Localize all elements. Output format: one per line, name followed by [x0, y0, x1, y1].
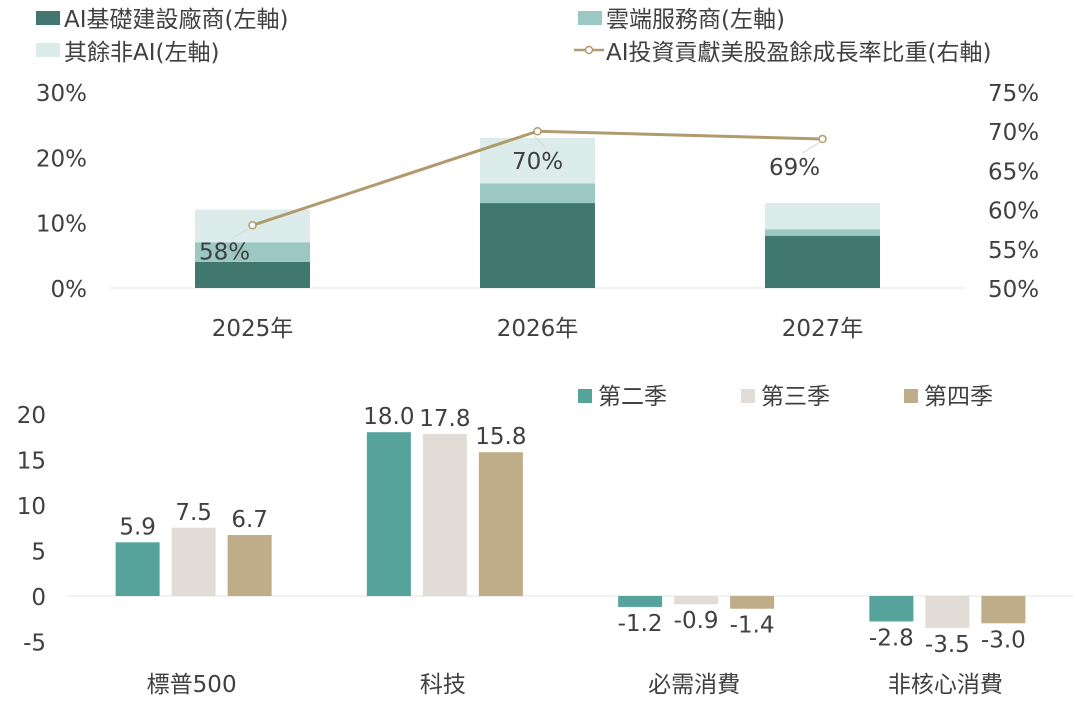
legend-label-q3: 第三季 — [761, 384, 830, 410]
bottom-bar-s2 — [227, 535, 272, 596]
top-bar-segment-s0 — [765, 235, 880, 288]
bottom-bar-s0 — [115, 542, 160, 596]
top-category-label: 2027年 — [782, 316, 864, 342]
top-left-tick-label: 20% — [36, 146, 87, 172]
bottom-tick-label: 10 — [17, 494, 46, 520]
bottom-bar-s0 — [869, 596, 914, 622]
top-right-tick-label: 60% — [988, 199, 1039, 225]
legend-swatch-q4 — [904, 389, 918, 403]
top-bar-segment-s2 — [765, 203, 880, 230]
top-category-label: 2026年 — [497, 316, 579, 342]
top-bar-segment-s1 — [765, 229, 880, 236]
bottom-bar-s0 — [366, 432, 411, 596]
top-data-label: 69% — [769, 155, 820, 181]
top-left-tick-label: 10% — [36, 212, 87, 238]
legend-swatch-q3 — [741, 389, 755, 403]
bottom-data-label: 18.0 — [363, 404, 414, 430]
bottom-bar-s1 — [674, 596, 719, 605]
bottom-tick-label: 0 — [31, 585, 46, 611]
top-right-tick-label: 75% — [988, 81, 1039, 107]
bottom-bar-s2 — [478, 452, 523, 596]
bottom-bar-s2 — [981, 596, 1026, 624]
top-bar-segment-s1 — [195, 242, 310, 262]
legend-label-q4: 第四季 — [924, 384, 993, 410]
top-category-label: 2025年 — [212, 316, 294, 342]
top-plot: 0% 10% 20% 30% 50% 55% 60% 65% 70% 75% 2025年 2026年 2… — [36, 81, 1039, 342]
bottom-tick-label: -5 — [23, 631, 46, 657]
legend-swatch-cloud — [578, 11, 602, 25]
top-legend: AI基礎建設廠商(左軸) 雲端服務商(左軸) 其餘非AI(左軸) AI投資貢獻美… — [36, 7, 991, 66]
top-right-tick-label: 55% — [988, 238, 1039, 264]
legend-label-cloud: 雲端服務商(左軸) — [606, 7, 785, 33]
top-right-tick-label: 65% — [988, 159, 1039, 185]
legend-label-ai-infra: AI基礎建設廠商(左軸) — [64, 7, 288, 33]
bottom-bar-s0 — [618, 596, 663, 607]
bottom-tick-label: 15 — [17, 449, 46, 475]
legend-swatch-q2 — [578, 389, 592, 403]
bottom-category-label: 必需消費 — [648, 672, 740, 698]
top-bar-segment-s1 — [480, 183, 595, 204]
bottom-data-label: -1.2 — [618, 611, 663, 637]
bottom-data-label: -0.9 — [674, 608, 719, 634]
bottom-data-label: 17.8 — [419, 406, 470, 432]
top-left-tick-label: 30% — [36, 81, 87, 107]
bottom-data-label: 15.8 — [475, 424, 526, 450]
top-bar-segment-s0 — [480, 203, 595, 288]
bottom-data-label: -3.0 — [981, 627, 1026, 653]
bottom-data-label: 7.5 — [175, 500, 212, 526]
bottom-bar-s1 — [925, 596, 970, 628]
bottom-legend: 第二季 第三季 第四季 — [578, 384, 993, 410]
bottom-data-label: 6.7 — [231, 507, 268, 533]
bottom-bar-s2 — [730, 596, 775, 609]
legend-swatch-ai-infra — [36, 11, 60, 25]
bottom-category-label: 科技 — [420, 672, 466, 698]
top-data-label-leader — [802, 142, 819, 154]
bottom-tick-label: 5 — [31, 540, 46, 566]
bottom-data-label: -2.8 — [869, 625, 914, 651]
top-line-point — [818, 134, 827, 144]
bottom-tick-label: 20 — [17, 403, 46, 429]
top-data-label: 58% — [199, 239, 250, 265]
top-data-label-leader — [533, 134, 546, 148]
bottom-bar-s1 — [171, 527, 216, 596]
legend-label-line: AI投資貢獻美股盈餘成長率比重(右軸) — [606, 40, 991, 66]
top-line-point — [533, 126, 542, 136]
top-data-label: 70% — [512, 149, 563, 175]
top-data-label-leader — [232, 228, 249, 238]
top-right-tick-label: 50% — [988, 277, 1039, 303]
top-line-point — [248, 221, 257, 230]
legend-label-q2: 第二季 — [598, 384, 667, 410]
top-bar-segment-s0 — [195, 261, 310, 288]
legend-swatch-non-ai — [36, 43, 60, 57]
top-left-tick-label: 0% — [51, 277, 88, 303]
bottom-bar-s1 — [422, 434, 467, 596]
bottom-category-label: 非核心消費 — [888, 672, 1003, 698]
legend-line-marker — [584, 45, 594, 55]
bottom-data-label: -3.5 — [925, 632, 970, 658]
bottom-category-label: 標普500 — [147, 672, 237, 698]
bottom-data-label: -1.4 — [730, 613, 775, 639]
bottom-data-label: 5.9 — [119, 514, 156, 540]
legend-label-non-ai: 其餘非AI(左軸) — [64, 40, 219, 66]
top-right-tick-label: 70% — [988, 120, 1039, 146]
